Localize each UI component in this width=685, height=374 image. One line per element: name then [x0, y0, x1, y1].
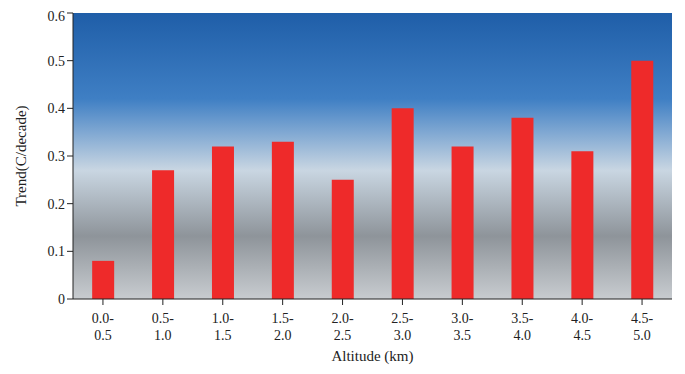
svg-text:0.4: 0.4	[48, 101, 66, 116]
svg-text:Trend(C/decade): Trend(C/decade)	[13, 105, 30, 206]
svg-text:3.0-3.5: 3.0-3.5	[451, 311, 474, 343]
svg-text:0.1: 0.1	[48, 244, 66, 259]
svg-text:0.6: 0.6	[48, 9, 66, 24]
svg-text:0.3: 0.3	[48, 149, 66, 164]
svg-text:2.5-3.0: 2.5-3.0	[391, 311, 414, 343]
svg-text:4.0-4.5: 4.0-4.5	[571, 311, 594, 343]
svg-text:4.5-5.0: 4.5-5.0	[631, 311, 654, 343]
svg-text:0.5-1.0: 0.5-1.0	[152, 311, 175, 343]
svg-text:0.2: 0.2	[48, 197, 66, 212]
svg-text:Altitude (km): Altitude (km)	[331, 348, 413, 365]
svg-text:0.5: 0.5	[48, 54, 66, 69]
svg-text:1.0-1.5: 1.0-1.5	[212, 311, 235, 343]
svg-text:2.0-2.5: 2.0-2.5	[331, 311, 354, 343]
svg-text:1.5-2.0: 1.5-2.0	[272, 311, 295, 343]
svg-text:3.5-4.0: 3.5-4.0	[511, 311, 534, 343]
svg-text:0: 0	[58, 292, 65, 307]
svg-text:0.0-0.5: 0.0-0.5	[92, 311, 115, 343]
